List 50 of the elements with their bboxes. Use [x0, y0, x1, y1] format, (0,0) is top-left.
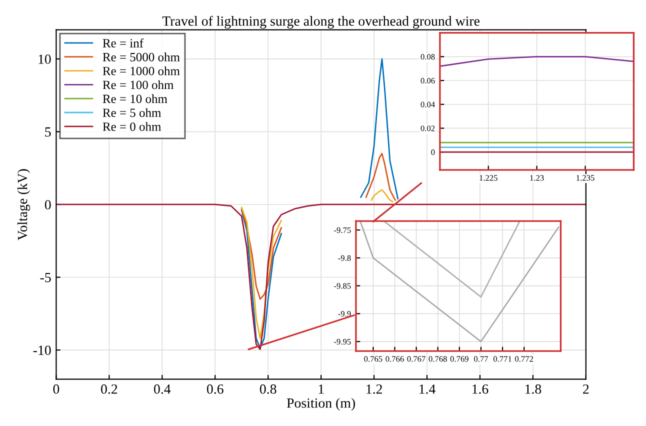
legend-label: Re = 5000 ohm: [102, 52, 180, 62]
x-tick-label: 0: [53, 384, 60, 394]
y-axis-title: Voltage (kV): [17, 169, 30, 240]
y-tick-label: -10: [33, 346, 51, 355]
y-tick-label: 0.04: [420, 102, 435, 108]
x-tick-label: 0.766: [386, 356, 404, 362]
y-tick-label: -5: [40, 272, 51, 282]
y-tick-label: 0.06: [420, 78, 435, 84]
x-tick-label: 0.767: [407, 356, 426, 362]
y-tick-label: -9.85: [334, 283, 351, 289]
legend-label: Re = 1000 ohm: [102, 66, 180, 76]
line-series: [440, 56, 634, 67]
y-tick-label: -9.75: [334, 227, 351, 234]
line-series: [360, 221, 560, 342]
x-tick-label: 0.771: [493, 356, 512, 362]
y-tick-label: 10: [38, 54, 51, 64]
x-tick-label: 0.768: [428, 356, 447, 362]
chart-title: Travel of lightning surge along the overhead ground wire: [162, 16, 480, 29]
x-tick-label: 0.77: [474, 356, 488, 362]
y-tick-label: 0.08: [420, 54, 435, 60]
y-tick-label: 0.02: [420, 126, 435, 132]
y-tick-label: -9.95: [334, 338, 351, 345]
x-tick-label: 1.6: [472, 384, 488, 394]
y-tick-label: 5: [45, 127, 51, 137]
x-tick-label: 0.772: [515, 356, 533, 362]
x-axis-title: Position (m): [286, 398, 355, 411]
y-tick-label: 0: [44, 200, 51, 210]
x-tick-label: 1.235: [576, 175, 594, 181]
y-tick-label: -9.8: [338, 255, 351, 261]
x-tick-label: 1.225: [480, 175, 498, 181]
legend-label: Re = 5 ohm: [102, 108, 162, 118]
y-tick-label: -9.9: [338, 311, 351, 317]
x-tick-label: 0.769: [450, 356, 468, 362]
x-tick-label: 0.8: [260, 384, 276, 394]
legend-label: Re = 10 ohm: [102, 94, 168, 104]
x-tick-label: 0.6: [206, 384, 224, 394]
x-tick-label: 2: [583, 384, 589, 394]
x-tick-label: 1: [318, 384, 324, 394]
y-tick-label: 0: [431, 149, 435, 156]
x-tick-label: 1.23: [530, 175, 544, 181]
legend-label: Re = inf: [102, 38, 144, 48]
x-tick-label: 1.8: [525, 384, 542, 394]
x-tick-label: 0.765: [364, 356, 382, 362]
x-tick-label: 0.4: [154, 384, 171, 394]
x-tick-label: 1.2: [366, 384, 382, 394]
line-series: [56, 204, 586, 350]
legend-label: Re = 0 ohm: [102, 122, 162, 131]
x-tick-label: 0.2: [101, 384, 118, 394]
x-tick-label: 1.4: [420, 384, 436, 394]
legend-label: Re = 100 ohm: [102, 80, 174, 90]
